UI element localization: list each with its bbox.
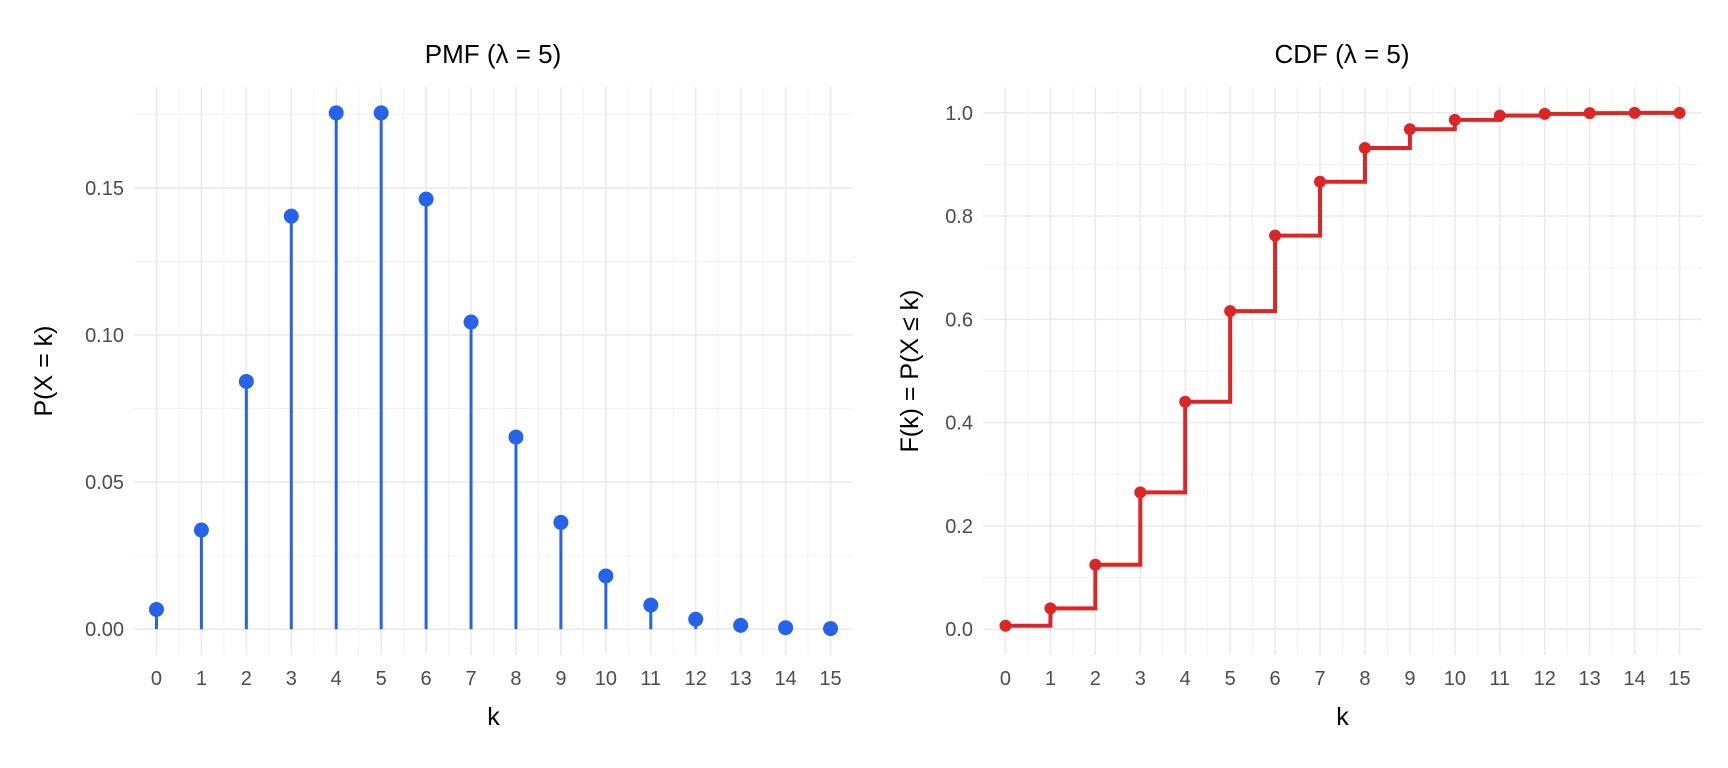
y-tick-label: 0.2 — [945, 516, 973, 538]
pmf-marks — [148, 105, 839, 637]
cdf-point — [1583, 107, 1596, 120]
x-tick-label: 13 — [730, 668, 752, 690]
cdf-panel: 0.00.20.40.60.81.0 0 1 2 3 4 5 6 7 8 9 10 11 12 13 14 1… — [896, 39, 1702, 731]
x-tick-label: 4 — [331, 668, 342, 690]
x-tick-label: 4 — [1180, 668, 1191, 690]
x-tick-label: 2 — [1090, 668, 1101, 690]
x-tick-label: 7 — [1314, 668, 1325, 690]
pmf-x-axis-title: k — [487, 703, 500, 731]
x-tick-label: 10 — [1444, 668, 1466, 690]
cdf-point — [1673, 106, 1686, 119]
x-tick-label: 6 — [421, 668, 432, 690]
pmf-x-ticks: 0 1 2 3 4 5 6 7 8 9 10 11 12 13 14 15 — [151, 668, 842, 690]
y-tick-label: 1.0 — [945, 103, 973, 125]
pmf-panel: 0.000.050.100.15 0 1 2 3 4 5 6 7 8 9 10 11 12 13 14 15 … — [30, 39, 853, 731]
cdf-point — [1134, 486, 1147, 499]
x-tick-label: 5 — [376, 668, 387, 690]
pmf-point — [598, 568, 614, 584]
x-tick-label: 6 — [1270, 668, 1281, 690]
x-tick-label: 8 — [1359, 668, 1370, 690]
pmf-point — [373, 105, 389, 121]
y-tick-label: 0.00 — [85, 619, 124, 641]
pmf-point — [688, 611, 704, 627]
cdf-title: CDF (λ = 5) — [1274, 39, 1409, 69]
pmf-point — [418, 191, 434, 207]
y-tick-label: 0.4 — [945, 413, 973, 435]
cdf-point — [1314, 175, 1327, 188]
cdf-grid — [983, 87, 1702, 655]
pmf-point — [463, 314, 479, 330]
cdf-x-ticks: 0 1 2 3 4 5 6 7 8 9 10 11 12 13 14 15 — [1000, 668, 1691, 690]
cdf-marks — [999, 106, 1686, 632]
y-tick-label: 0.10 — [85, 325, 124, 347]
cdf-point — [999, 619, 1012, 632]
x-tick-label: 2 — [241, 668, 252, 690]
y-tick-label: 0.6 — [945, 309, 973, 331]
x-tick-label: 15 — [1668, 668, 1690, 690]
pmf-point — [778, 620, 794, 636]
x-tick-label: 13 — [1579, 668, 1601, 690]
x-tick-label: 3 — [1135, 668, 1146, 690]
pmf-point — [553, 514, 569, 530]
cdf-y-ticks: 0.0 0.2 0.4 0.6 0.8 1.0 — [945, 103, 973, 641]
pmf-point — [193, 522, 209, 538]
x-tick-label: 9 — [555, 668, 566, 690]
pmf-point — [823, 621, 839, 637]
x-tick-label: 14 — [774, 668, 796, 690]
x-tick-label: 12 — [685, 668, 707, 690]
x-tick-label: 14 — [1623, 668, 1645, 690]
y-tick-label: 0.8 — [945, 206, 973, 228]
pmf-point — [508, 429, 524, 445]
x-tick-label: 7 — [465, 668, 476, 690]
cdf-x-axis-title: k — [1336, 703, 1349, 731]
x-tick-label: 9 — [1404, 668, 1415, 690]
cdf-point — [1493, 109, 1506, 122]
cdf-point — [1403, 123, 1416, 136]
pmf-point — [283, 208, 299, 224]
x-tick-label: 1 — [1045, 668, 1056, 690]
x-tick-label: 1 — [196, 668, 207, 690]
x-tick-label: 0 — [151, 668, 162, 690]
x-tick-label: 11 — [1489, 668, 1510, 690]
pmf-y-axis-title: P(X = k) — [30, 326, 58, 417]
pmf-y-ticks: 0.00 0.05 0.10 0.15 — [85, 178, 124, 641]
x-tick-label: 5 — [1225, 668, 1236, 690]
cdf-point — [1179, 395, 1192, 408]
pmf-point — [238, 373, 254, 389]
x-tick-label: 15 — [819, 668, 841, 690]
x-tick-label: 11 — [640, 668, 661, 690]
x-tick-label: 3 — [286, 668, 297, 690]
pmf-point — [643, 597, 659, 613]
x-tick-label: 12 — [1534, 668, 1556, 690]
pmf-point — [733, 617, 749, 633]
cdf-point — [1044, 602, 1057, 615]
cdf-point — [1089, 558, 1102, 571]
pmf-point — [148, 601, 164, 617]
pmf-title: PMF (λ = 5) — [425, 39, 562, 69]
cdf-point — [1358, 141, 1371, 154]
cdf-point — [1628, 106, 1641, 119]
y-tick-label: 0.0 — [945, 619, 973, 641]
pmf-grid — [134, 87, 853, 655]
cdf-point — [1448, 113, 1461, 126]
cdf-point — [1538, 107, 1551, 120]
y-tick-label: 0.05 — [85, 472, 124, 494]
x-tick-label: 0 — [1000, 668, 1011, 690]
y-tick-label: 0.15 — [85, 178, 124, 200]
x-tick-label: 8 — [510, 668, 521, 690]
cdf-y-axis-title: F(k) = P(X ≤ k) — [896, 289, 924, 452]
cdf-point — [1224, 305, 1237, 318]
pmf-point — [328, 105, 344, 121]
cdf-point — [1269, 229, 1282, 242]
x-tick-label: 10 — [595, 668, 617, 690]
